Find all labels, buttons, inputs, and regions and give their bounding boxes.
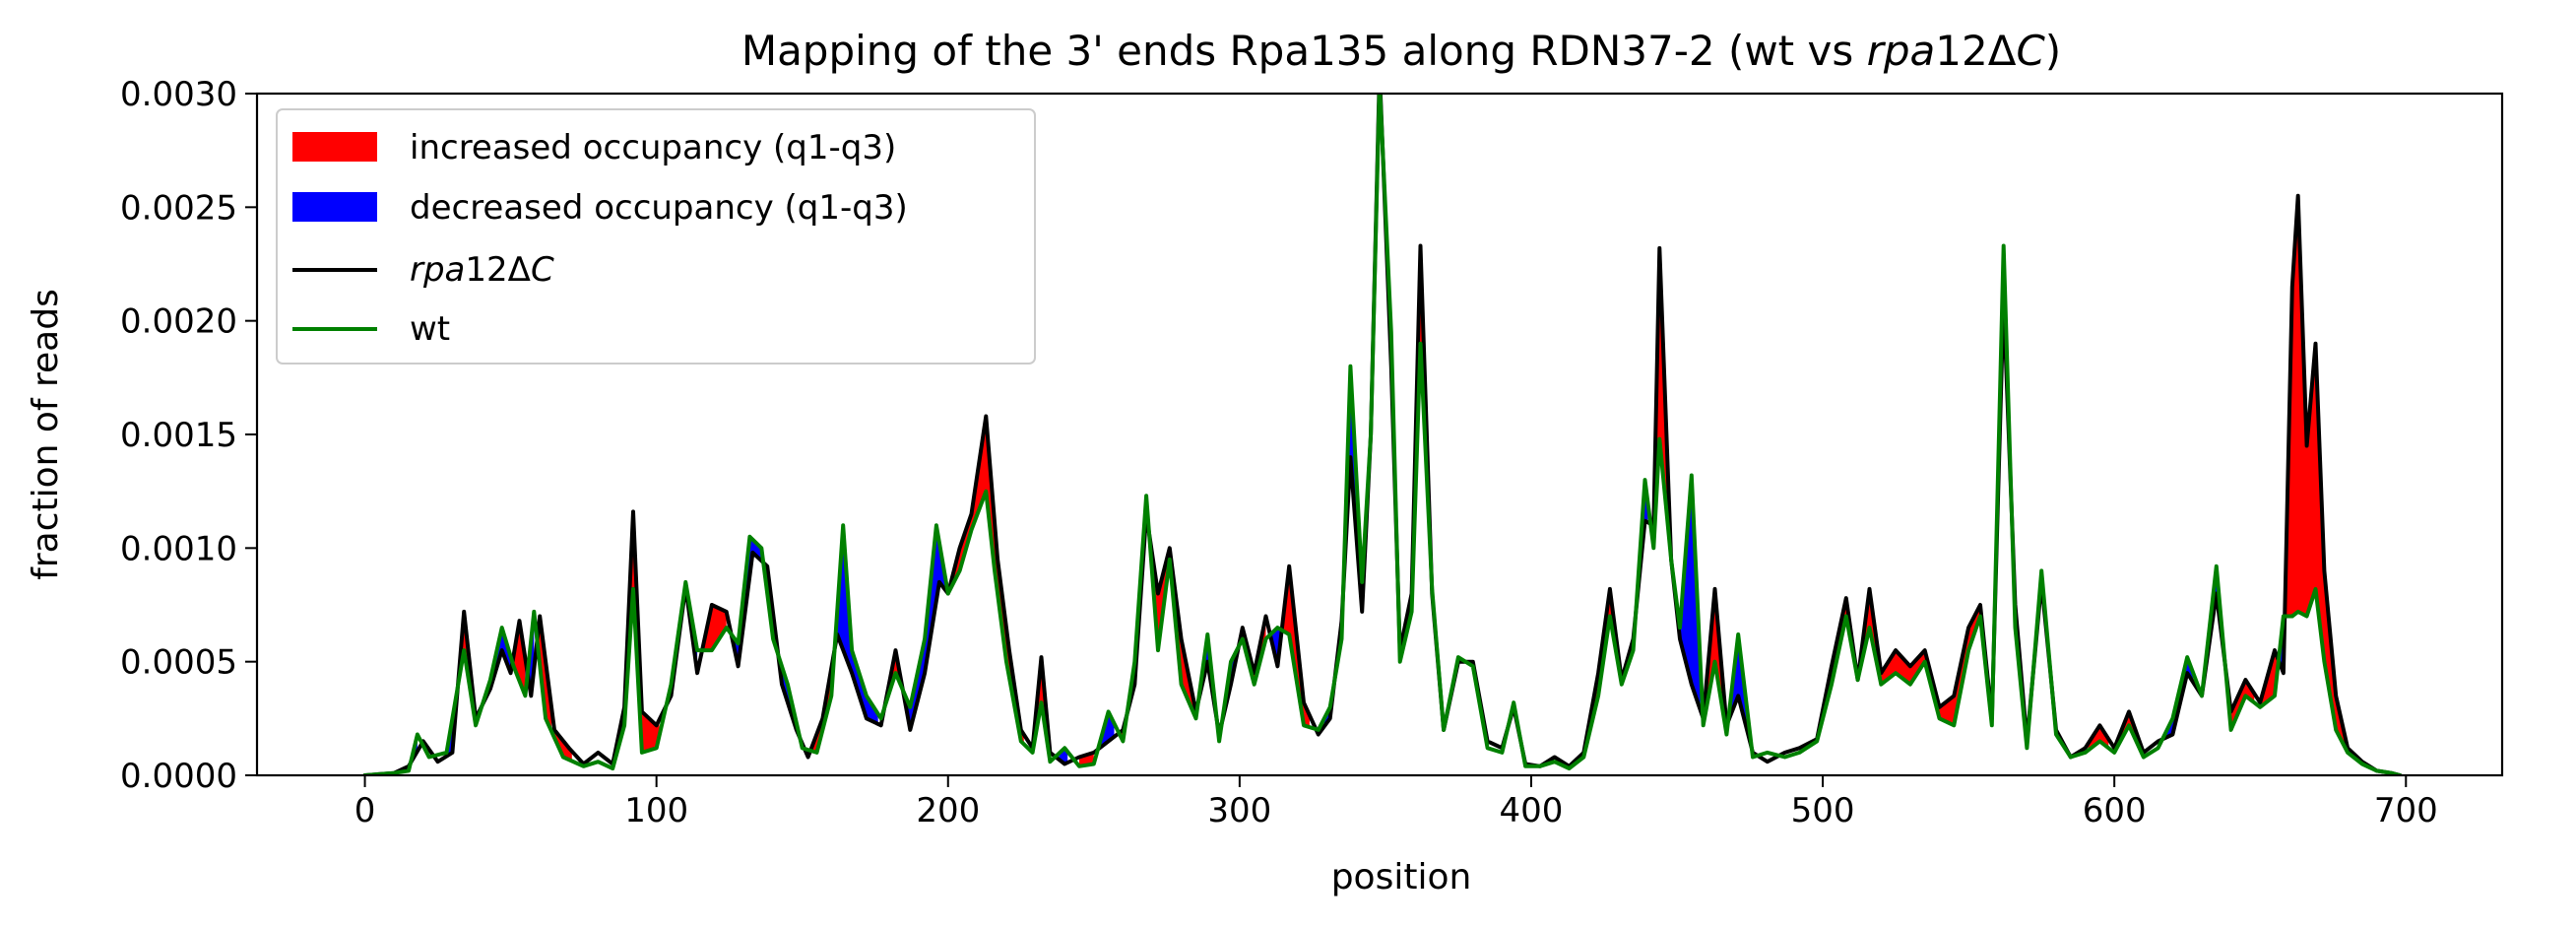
increased-occupancy-region-6 [537, 616, 552, 732]
y-tick-label: 0.0025 [120, 188, 237, 228]
y-tick-label: 0.0005 [120, 643, 237, 683]
x-tick-label: 100 [624, 791, 688, 830]
x-tick-label: 600 [2083, 791, 2147, 830]
x-tick-label: 300 [1207, 791, 1271, 830]
increased-occupancy-region-57 [2283, 195, 2346, 748]
legend-label-increased: increased occupancy (q1-q3) [410, 128, 896, 167]
x-tick-label: 400 [1500, 791, 1564, 830]
x-tick-label: 0 [354, 791, 376, 830]
y-tick-label: 0.0015 [120, 416, 237, 455]
series-line-wt [362, 94, 2403, 775]
series-line-layer [362, 94, 2403, 775]
increased-occupancy-region-31 [1280, 565, 1310, 728]
y-tick-label: 0.0000 [120, 757, 237, 796]
y-tick-label: 0.0020 [120, 302, 237, 342]
y-tick-label: 0.0010 [120, 529, 237, 568]
y-tick-label: 0.0030 [120, 75, 237, 114]
x-axis-label: position [1331, 857, 1472, 897]
legend-box [276, 108, 1036, 365]
increased-occupancy-region-26 [1149, 533, 1193, 712]
y-axis-label: fraction of reads [26, 289, 66, 580]
legend: increased occupancy (q1-q3) decreased oc… [276, 108, 1036, 365]
legend-label-decreased: decreased occupancy (q1-q3) [410, 188, 908, 228]
x-tick-label: 200 [916, 791, 980, 830]
x-axis-ticks: 0 100 200 300 400 500 600 700 [354, 775, 2438, 830]
chart-title: Mapping of the 3' ends Rpa135 along RDN3… [741, 27, 2061, 75]
decreased-occupancy-region-18 [904, 525, 945, 730]
legend-label-wt: wt [410, 309, 450, 349]
increased-occupancy-region-11 [703, 605, 727, 651]
x-tick-label: 700 [2374, 791, 2438, 830]
x-tick-label: 500 [1791, 791, 1855, 830]
legend-swatch-increased [292, 132, 377, 162]
legend-label-rpa12: rpa12ΔC [410, 250, 554, 290]
y-axis-ticks: 0.0000 0.0005 0.0010 0.0015 0.0020 0.0025 0.00… [120, 75, 257, 796]
decreased-occupancy-region-42 [1677, 475, 1701, 710]
legend-swatch-decreased [292, 192, 377, 222]
